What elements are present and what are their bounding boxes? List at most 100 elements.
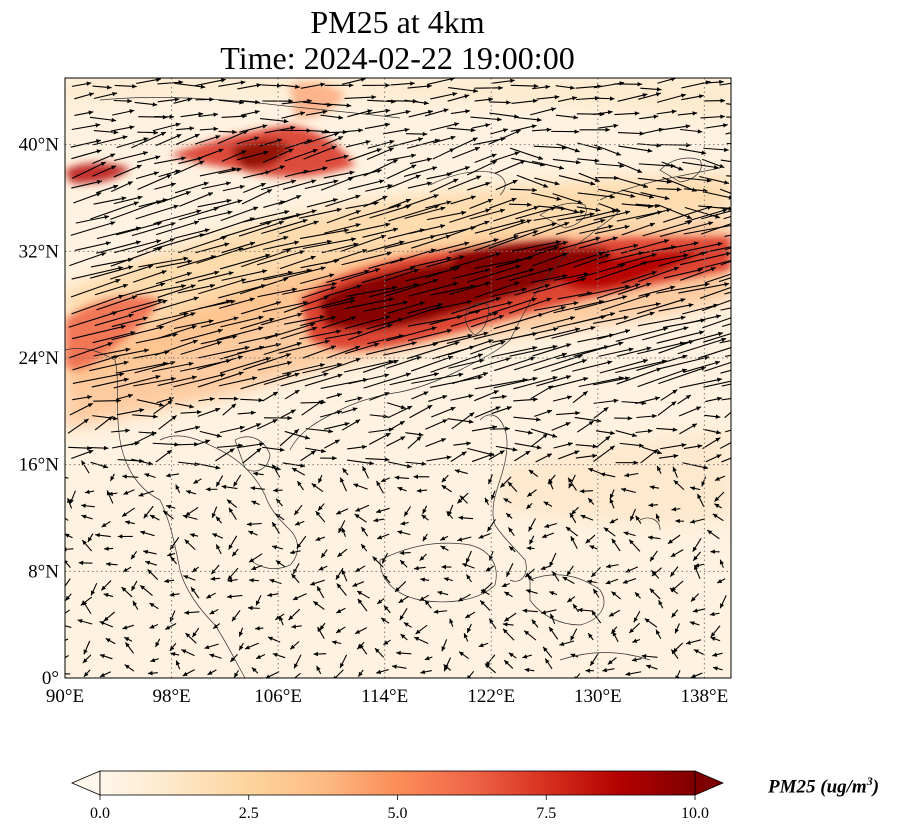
wind-arrow xyxy=(430,353,483,373)
wind-arrow xyxy=(182,669,195,677)
wind-arrow xyxy=(432,148,455,160)
wind-arrow xyxy=(710,636,721,642)
wind-arrow xyxy=(345,140,371,148)
wind-arrow xyxy=(495,445,518,452)
wind-arrow xyxy=(531,274,568,283)
wind-arrow xyxy=(426,255,465,268)
wind-arrow xyxy=(658,303,694,312)
wind-arrow xyxy=(114,84,137,89)
wind-arrow xyxy=(718,277,731,283)
wind-arrow xyxy=(169,537,180,550)
wind-arrow xyxy=(458,651,469,659)
wind-arrow xyxy=(683,444,703,450)
wind-arrow xyxy=(493,205,539,222)
wind-arrow xyxy=(656,282,710,294)
wind-arrow xyxy=(269,578,282,585)
wind-arrow xyxy=(642,127,664,134)
wind-arrow xyxy=(614,416,633,421)
wind-arrow xyxy=(109,264,154,280)
wind-arrow xyxy=(593,315,629,324)
wind-arrow xyxy=(573,341,624,357)
wind-arrow xyxy=(71,81,92,87)
wind-arrow xyxy=(291,467,306,476)
wind-arrow xyxy=(124,636,133,642)
lat-tick-label: 24°N xyxy=(19,348,60,369)
wind-arrow xyxy=(450,109,471,115)
wind-arrow xyxy=(174,228,210,239)
wind-arrow xyxy=(690,593,700,602)
wind-arrow xyxy=(71,149,102,160)
wind-arrow xyxy=(169,592,180,597)
wind-arrow xyxy=(478,642,489,648)
wind-arrow xyxy=(318,565,328,571)
wind-arrow xyxy=(388,305,442,324)
lat-tick-label: 0° xyxy=(42,668,59,689)
wind-arrow xyxy=(300,450,317,462)
wind-arrow xyxy=(515,116,542,122)
wind-arrow xyxy=(403,166,438,177)
wind-arrow xyxy=(198,345,250,359)
wind-arrow xyxy=(155,259,193,269)
wind-arrow xyxy=(440,535,449,541)
wind-arrow xyxy=(453,441,472,446)
wind-arrow xyxy=(221,150,247,162)
wind-arrow xyxy=(426,210,467,221)
wind-arrow xyxy=(382,127,410,135)
wind-arrow xyxy=(712,513,724,522)
wind-arrow xyxy=(183,575,196,581)
wind-arrow xyxy=(489,426,510,431)
wind-arrow xyxy=(426,455,452,462)
wind-arrow xyxy=(533,301,579,311)
wind-arrow xyxy=(616,367,662,385)
wind-arrow xyxy=(184,539,196,551)
wind-arrow xyxy=(374,647,385,658)
wind-arrow xyxy=(658,599,664,609)
wind-arrow xyxy=(448,358,485,369)
wind-arrow xyxy=(409,224,446,235)
wind-arrow xyxy=(531,619,539,628)
wind-arrow xyxy=(602,667,615,673)
wind-arrow xyxy=(152,296,199,312)
wind-arrow xyxy=(221,269,268,281)
wind-arrow xyxy=(372,556,384,568)
wind-arrow xyxy=(679,377,722,389)
wind-arrow xyxy=(342,467,349,476)
wind-arrow xyxy=(469,208,506,220)
wind-arrow xyxy=(724,234,731,237)
wind-arrow xyxy=(288,608,301,621)
wind-arrow xyxy=(100,580,112,591)
wind-arrow xyxy=(321,299,356,309)
wind-arrow xyxy=(154,114,175,119)
wind-arrow xyxy=(364,122,391,130)
wind-arrow xyxy=(679,423,698,435)
wind-arrow xyxy=(333,669,344,678)
wind-arrow xyxy=(698,259,731,270)
lat-tick-label: 8°N xyxy=(28,561,59,582)
wind-arrow xyxy=(198,278,247,295)
wind-arrow xyxy=(105,561,118,567)
wind-arrow xyxy=(597,251,644,265)
wind-arrow xyxy=(92,153,116,165)
wind-arrow xyxy=(116,137,149,149)
wind-arrow xyxy=(339,654,348,669)
wind-arrow xyxy=(400,633,408,641)
wind-arrow xyxy=(69,252,107,267)
wind-arrow xyxy=(595,163,625,169)
wind-arrow xyxy=(721,398,731,401)
wind-arrow xyxy=(726,103,731,105)
wind-arrow xyxy=(530,433,549,448)
wind-arrow xyxy=(222,184,245,192)
wind-arrow xyxy=(348,373,390,385)
wind-arrow xyxy=(703,332,731,343)
wind-arrow xyxy=(530,316,576,330)
wind-arrow xyxy=(660,389,678,401)
wind-arrow xyxy=(615,177,649,189)
wind-arrow xyxy=(649,485,660,490)
wind-arrow xyxy=(376,597,385,605)
wind-arrow xyxy=(354,627,368,635)
wind-arrow xyxy=(173,97,193,104)
wind-arrow xyxy=(526,546,535,551)
wind-arrow xyxy=(474,153,497,164)
wind-arrow xyxy=(240,397,264,403)
wind-arrow xyxy=(552,193,583,204)
